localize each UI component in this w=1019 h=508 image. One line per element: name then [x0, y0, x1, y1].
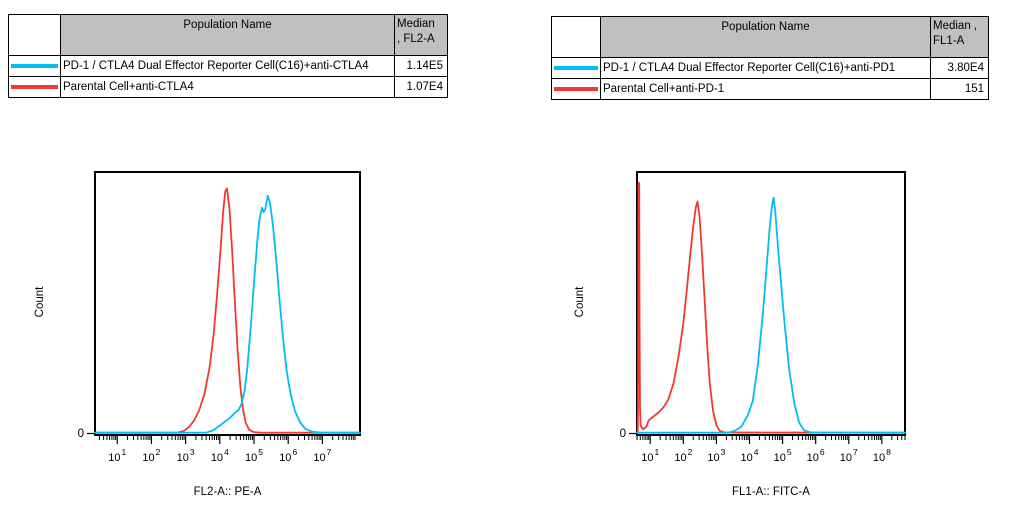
series-color-swatch [11, 64, 58, 68]
x-axis-tick-label: 108 [873, 447, 891, 464]
stats-table-fl1a[interactable]: Population Name Median , FL1-A PD-1 / CT… [551, 16, 989, 100]
population-name: Parental Cell+anti-CTLA4 [60, 76, 395, 98]
histogram-curve [94, 194, 361, 434]
x-axis-tick-label: 102 [142, 447, 160, 464]
y-axis-zero-label: 0 [620, 428, 626, 440]
table-row[interactable]: Parental Cell+anti-PD-1 151 [551, 78, 989, 100]
y-axis-zero-label: 0 [78, 428, 84, 440]
plot-frame [636, 171, 906, 436]
x-axis-label: FL2-A:: PE-A [194, 486, 262, 498]
median-column-header: Median , FL1-A [930, 16, 989, 58]
series-color-swatch [554, 66, 598, 70]
legend-column-header [551, 16, 601, 58]
median-value: 1.07E4 [394, 76, 448, 98]
median-value: 151 [930, 78, 989, 100]
median-value: 1.14E5 [394, 55, 448, 77]
x-axis-tick-label: 103 [177, 447, 195, 464]
x-axis-tick-label: 104 [211, 447, 229, 464]
population-name: PD-1 / CTLA4 Dual Effector Reporter Cell… [60, 55, 395, 77]
population-name: Parental Cell+anti-PD-1 [600, 78, 931, 100]
x-axis-tick-label: 107 [840, 447, 858, 464]
population-name-header: Population Name [600, 16, 931, 58]
table-header-row: Population Name Median , FL1-A [551, 16, 989, 58]
table-row[interactable]: PD-1 / CTLA4 Dual Effector Reporter Cell… [551, 57, 989, 79]
table-row[interactable]: Parental Cell+anti-CTLA4 1.07E4 [8, 76, 448, 98]
x-axis-tick-label: 105 [245, 447, 263, 464]
median-value: 3.80E4 [930, 57, 989, 79]
histogram-curve [94, 187, 361, 434]
legend-column-header [8, 14, 61, 56]
median-column-header: Median , FL2-A [394, 14, 448, 56]
y-axis-label: Count [574, 286, 586, 317]
x-axis-tick-label: 101 [108, 447, 126, 464]
series-color-swatch [554, 87, 598, 91]
x-axis-tick-label: 104 [741, 447, 759, 464]
histogram-curve [636, 196, 906, 434]
x-axis-label: FL1-A:: FITC-A [732, 486, 810, 498]
population-name: PD-1 / CTLA4 Dual Effector Reporter Cell… [600, 57, 931, 79]
x-axis-tick-label: 106 [279, 447, 297, 464]
table-row[interactable]: PD-1 / CTLA4 Dual Effector Reporter Cell… [8, 55, 448, 77]
y-axis-label: Count [34, 286, 46, 317]
stats-table-fl2a[interactable]: Population Name Median , FL2-A PD-1 / CT… [8, 14, 448, 98]
x-axis-tick-label: 101 [641, 447, 659, 464]
x-axis-tick-label: 107 [313, 447, 331, 464]
table-header-row: Population Name Median , FL2-A [8, 14, 448, 56]
histogram-curve [636, 182, 906, 434]
series-color-swatch [11, 85, 58, 89]
plot-frame [94, 171, 361, 436]
x-axis-tick-label: 105 [774, 447, 792, 464]
x-axis-tick-label: 106 [807, 447, 825, 464]
x-axis-tick-label: 103 [707, 447, 725, 464]
x-axis-tick-label: 102 [674, 447, 692, 464]
population-name-header: Population Name [60, 14, 395, 56]
